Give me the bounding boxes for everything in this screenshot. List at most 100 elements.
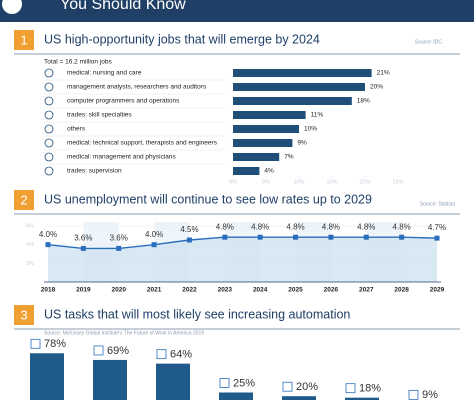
value-label: 11% [311,112,324,119]
point [151,242,157,248]
row-icon [44,138,54,148]
value-label: 4.5% [180,225,198,234]
section-badge [14,190,34,210]
category-label: trades: skill specialties [67,112,132,119]
section-badge [14,30,34,50]
x-tick-label: 5% [262,179,270,185]
section-number: 3 [20,307,27,322]
x-tick-label: 2026 [324,287,339,294]
point [45,242,51,248]
source: Source: McKinsey Global Institute's The … [44,330,204,336]
value-label: 4.0% [145,230,163,239]
value-label: 4.8% [216,222,234,231]
bar [233,111,306,119]
value-label: 4.7% [428,223,446,232]
point [116,245,122,251]
value-label: 4.8% [322,222,340,231]
value-label: 4.8% [251,222,269,231]
value-label: 4% [264,168,274,175]
category-label: medical: technical support, therapists a… [67,140,218,147]
task-icon [219,378,230,388]
x-tick-label: 0% [229,179,237,185]
bar [233,153,280,161]
section-title: US unemployment will continue to see low… [44,192,372,206]
value-label: 7% [284,154,294,161]
logo [2,0,22,14]
x-tick-label: 2018 [41,287,56,294]
source: Source: IDC [415,39,443,45]
x-tick-label: 15% [326,179,337,185]
task-icon [93,345,104,356]
x-tick-label: 2019 [76,287,91,294]
bar [233,69,372,77]
value-label: 3.6% [110,234,128,243]
point [257,234,263,240]
bar [282,396,316,400]
bar [233,139,293,147]
point [434,235,440,241]
value-label: 18% [357,98,370,105]
category-label: others [67,126,86,133]
bar [93,359,127,400]
value-label: 9% [297,140,307,147]
value-label: 20% [296,381,318,393]
point [186,237,192,243]
value-label: 9% [422,389,438,400]
source: Source: Statista [420,201,456,207]
y-tick-label: 4% [26,242,34,248]
x-tick-label: 2028 [394,287,409,294]
value-label: 4.8% [286,222,304,231]
row-icon [44,110,54,120]
value-label: 10% [304,126,317,133]
x-tick-label: 20% [359,179,370,185]
bar [233,97,352,105]
value-label: 4.0% [39,230,57,239]
point [222,234,228,240]
bar [345,397,379,400]
category-label: medical: management and physicians [67,154,177,161]
value-label: 25% [233,377,255,389]
bar [156,363,190,400]
x-tick-label: 2023 [218,287,233,294]
point [328,234,334,240]
category-label: management analysts, researchers and aud… [67,84,207,91]
value-label: 3.6% [74,234,92,243]
task-icon [282,381,293,392]
y-tick-label: 2% [26,261,34,267]
line [47,236,438,250]
point [293,234,299,240]
x-tick-label: 2022 [182,287,197,294]
bar [233,167,260,175]
x-tick-label: 2025 [288,287,303,294]
row-icon [44,166,54,176]
value-label: 78% [44,338,66,350]
point [363,234,369,240]
subtitle: Total = 16.2 million jobs [44,59,112,66]
x-tick-label: 10% [293,179,304,185]
task-icon [156,349,167,360]
bar [233,83,365,91]
value-label: 69% [107,345,129,357]
value-label: 18% [359,383,381,395]
row-icon [44,68,54,78]
value-label: 20% [370,84,383,91]
x-tick-label: 2024 [253,287,268,294]
header-band [0,0,474,22]
point [80,245,86,251]
x-tick-label: 2020 [111,287,126,294]
task-icon [408,389,419,400]
row-icon [44,124,54,134]
section-number: 1 [20,32,27,47]
value-label: 21% [377,70,390,77]
value-label: 4.8% [357,222,375,231]
x-tick-label: 25% [392,179,403,185]
y-tick-label: 6% [26,223,34,229]
section-badge [14,305,34,325]
section-title: US tasks that will most likely see incre… [44,307,350,321]
category-label: computer programmers and operations [67,98,180,105]
bar [219,392,253,400]
bar [233,125,299,133]
value-label: 64% [170,349,192,361]
task-icon [345,383,356,394]
